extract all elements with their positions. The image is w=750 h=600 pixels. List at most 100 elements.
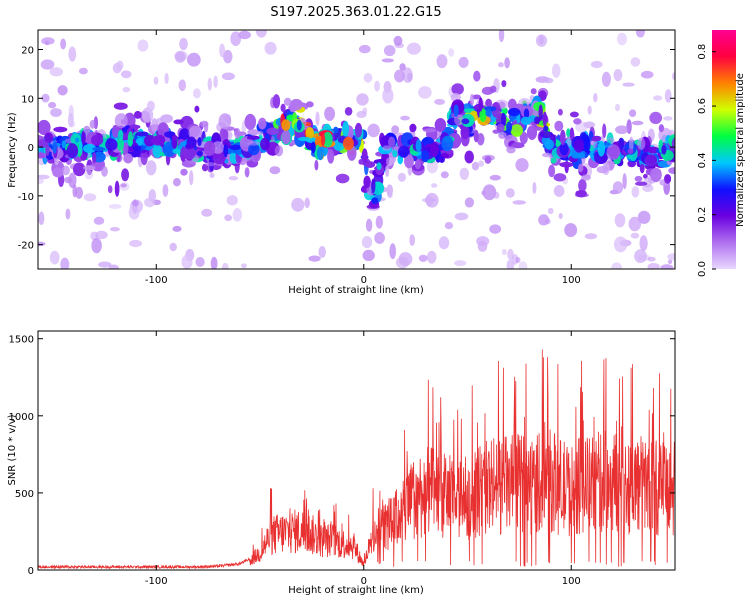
heatmap-cell: [305, 126, 315, 139]
heatmap-cell: [264, 41, 277, 55]
heatmap-cell: [615, 125, 629, 134]
heatmap-cell: [534, 116, 541, 124]
heatmap-cell: [67, 113, 74, 128]
heatmap-cell: [137, 39, 149, 52]
heatmap-cell: [83, 193, 97, 202]
heatmap-cell: [634, 175, 643, 182]
heatmap-cell: [226, 195, 238, 206]
heatmap-cell: [387, 191, 393, 199]
heatmap-cell: [668, 259, 673, 264]
heatmap-cell: [247, 129, 260, 136]
heatmap-cell: [461, 118, 470, 125]
heatmap-cell: [484, 156, 492, 164]
heatmap-cell: [504, 57, 510, 69]
heatmap-cell: [628, 216, 641, 232]
heatmap-cell: [434, 118, 447, 132]
heatmap-cell: [510, 124, 523, 137]
heatmap-cell: [41, 93, 50, 103]
heatmap-cell: [131, 200, 139, 207]
heatmap-cell: [643, 173, 648, 179]
heatmap-cell: [180, 168, 188, 176]
heatmap-cell: [251, 145, 258, 151]
spectrogram-heatmap: [38, 30, 675, 269]
x-tick-label: 100: [562, 576, 581, 587]
heatmap-cell: [113, 102, 128, 110]
colorbar-tick-label: 0.6: [697, 98, 708, 114]
heatmap-cell: [371, 178, 376, 194]
heatmap-cell: [260, 138, 270, 151]
heatmap-cell: [614, 236, 628, 253]
heatmap-cell: [49, 67, 63, 77]
colorbar-tick-label: 0.8: [697, 44, 708, 60]
heatmap-cell: [566, 128, 571, 138]
heatmap-cell: [144, 197, 156, 208]
heatmap-cell: [505, 188, 515, 198]
heatmap-cell: [400, 115, 410, 121]
heatmap-cell: [660, 264, 674, 269]
heatmap-cell: [60, 257, 70, 269]
heatmap-cell: [542, 152, 553, 158]
heatmap-cell: [639, 235, 648, 252]
heatmap-cell: [93, 216, 105, 225]
heatmap-cell: [650, 167, 662, 183]
heatmap-cell: [374, 232, 385, 244]
heatmap-cell: [597, 140, 606, 157]
heatmap-cell: [668, 167, 675, 174]
heatmap-cell: [635, 181, 648, 186]
heatmap-cell: [185, 143, 194, 150]
colorbar-label: Normalized spectral amplitude: [735, 73, 746, 227]
heatmap-cell: [284, 97, 292, 106]
heatmap-cell: [38, 211, 45, 225]
heatmap-cell: [507, 98, 517, 111]
heatmap-cell: [173, 178, 181, 187]
heatmap-cell: [200, 120, 209, 128]
heatmap-cell: [454, 212, 469, 221]
heatmap-cell: [72, 184, 77, 198]
heatmap-cell: [84, 170, 94, 180]
heatmap-cell: [426, 250, 437, 264]
heatmap-cell: [644, 154, 658, 167]
heatmap-cell: [83, 125, 91, 134]
heatmap-cell: [122, 86, 131, 93]
heatmap-cell: [551, 63, 561, 78]
heatmap-cell: [391, 125, 400, 135]
heatmap-cell: [397, 172, 406, 182]
heatmap-cell: [573, 118, 582, 125]
heatmap-cell: [647, 256, 656, 262]
heatmap-cell: [308, 255, 321, 262]
heatmap-cell: [204, 162, 216, 167]
heatmap-cell: [153, 76, 159, 85]
heatmap-cell: [365, 218, 373, 232]
snr-x-label: Height of straight line (km): [288, 585, 424, 596]
heatmap-cell: [506, 146, 516, 154]
heatmap-cell: [62, 165, 70, 176]
heatmap-cell: [108, 204, 122, 209]
heatmap-cell: [98, 261, 112, 268]
heatmap-cell: [38, 119, 51, 136]
heatmap-cell: [228, 176, 239, 181]
heatmap-cell: [247, 141, 261, 146]
heatmap-cell: [53, 126, 68, 133]
heatmap-cell: [653, 95, 663, 101]
heatmap-cell: [152, 144, 163, 158]
heatmap-cell: [613, 69, 623, 82]
heatmap-cell: [398, 252, 413, 267]
heatmap-cell: [544, 77, 554, 84]
colorbar: 0.0 0.2 0.4 0.6 0.8 Normalized spectral ampl…: [697, 30, 746, 277]
heatmap-cell: [374, 80, 380, 92]
heatmap-cell: [172, 135, 178, 141]
heatmap-cell: [587, 105, 592, 115]
heatmap-cell: [637, 137, 646, 150]
colorbar-tick-label: 0.0: [697, 261, 708, 277]
heatmap-cell: [612, 181, 624, 194]
heatmap-cell: [92, 146, 106, 152]
heatmap-cell: [611, 262, 622, 269]
heatmap-cell: [197, 137, 202, 147]
heatmap-cell: [135, 131, 149, 137]
heatmap-cell: [383, 45, 396, 57]
heatmap-cell: [485, 109, 492, 117]
heatmap-cell: [478, 97, 483, 112]
heatmap-cell: [333, 126, 339, 134]
heatmap-cell: [547, 207, 554, 215]
